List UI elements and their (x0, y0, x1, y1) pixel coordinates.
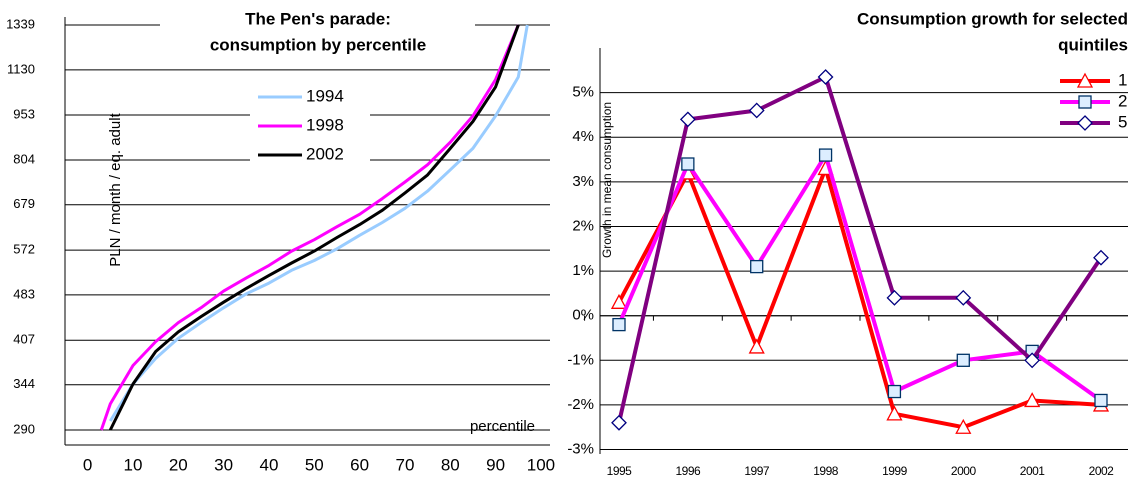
chart-title: consumption by percentile (210, 35, 426, 54)
y-tick-label: 2% (572, 217, 594, 234)
series-line (617, 166, 1102, 430)
y-tick-label: 1130 (7, 61, 35, 76)
x-tick-label: 1996 (676, 464, 702, 478)
marker (681, 157, 695, 171)
marker (611, 414, 627, 431)
marker (612, 317, 626, 332)
legend-label: 1 (1118, 70, 1127, 89)
y-tick-label: -2% (567, 396, 594, 413)
legend-label: 1998 (306, 115, 344, 134)
chart-title: quintiles (1058, 35, 1128, 54)
x-tick-label: 60 (350, 455, 369, 474)
legend-label: 1994 (306, 86, 344, 105)
marker (1076, 72, 1094, 88)
y-tick-label: 1339 (6, 16, 35, 31)
y-tick-label: 5% (572, 84, 594, 101)
marker (750, 259, 764, 274)
y-tick-label: 572 (13, 242, 35, 257)
x-tick-label: 20 (169, 455, 188, 474)
series-line (99, 24, 520, 431)
marker (956, 353, 970, 367)
legend-label: 2002 (306, 144, 344, 163)
marker (955, 418, 972, 434)
x-tick-label: 10 (124, 455, 143, 474)
x-tick-label: 30 (214, 455, 233, 474)
series-line (617, 153, 1103, 403)
x-tick-label: 2002 (1089, 464, 1115, 478)
y-tick-label: 3% (572, 173, 594, 190)
marker (1024, 392, 1041, 408)
marker (1077, 115, 1093, 131)
marker (748, 102, 765, 119)
x-tick-label: 80 (441, 455, 460, 474)
x-tick-label: 90 (486, 455, 505, 474)
marker (1078, 95, 1092, 109)
series-line (109, 24, 529, 422)
y-tick-label: 953 (13, 106, 35, 121)
x-tick-label: 2000 (951, 464, 977, 478)
y-tick-label: 483 (13, 286, 35, 301)
y-tick-label: -1% (567, 351, 594, 368)
marker (679, 111, 696, 128)
x-axis-label: percentile (470, 418, 535, 435)
x-tick-label: 1999 (882, 464, 908, 478)
x-tick-label: 40 (260, 455, 279, 474)
x-tick-label: 1995 (607, 464, 633, 478)
marker (886, 405, 903, 421)
marker (1094, 393, 1108, 408)
x-tick-label: 1997 (744, 464, 770, 478)
x-tick-label: 1998 (813, 464, 839, 478)
y-tick-label: 0% (572, 307, 594, 324)
marker (1093, 249, 1109, 266)
x-tick-label: 0 (83, 455, 92, 474)
marker (1024, 352, 1041, 369)
marker (817, 69, 834, 85)
chart-title: Consumption growth for selected (857, 9, 1128, 28)
marker (610, 293, 628, 309)
y-tick-label: 679 (13, 196, 35, 211)
chart-title: The Pen's parade: (245, 9, 391, 28)
marker (955, 289, 972, 306)
x-tick-label: 100 (527, 455, 555, 474)
marker (887, 384, 902, 399)
y-tick-label: 344 (13, 376, 35, 391)
x-tick-label: 70 (395, 455, 414, 474)
series-line (617, 75, 1103, 424)
marker (748, 338, 765, 354)
x-tick-label: 2001 (1020, 464, 1046, 478)
x-tick-label: 50 (305, 455, 324, 474)
y-tick-label: 4% (572, 128, 594, 145)
y-tick-label: 1% (572, 262, 594, 279)
y-tick-label: 407 (13, 332, 35, 347)
series-line (108, 24, 520, 431)
title-bg (160, 5, 475, 65)
legend-label: 5 (1118, 112, 1127, 131)
y-tick-label: -3% (567, 441, 594, 458)
y-axis-label: PLN / month / eq. adult (107, 112, 124, 266)
legend-label: 2 (1118, 91, 1127, 110)
y-tick-label: 804 (13, 151, 35, 166)
y-axis-label: Growth in mean consumption (600, 102, 614, 258)
marker (818, 148, 833, 162)
y-tick-label: 290 (13, 421, 35, 436)
marker (886, 289, 903, 306)
